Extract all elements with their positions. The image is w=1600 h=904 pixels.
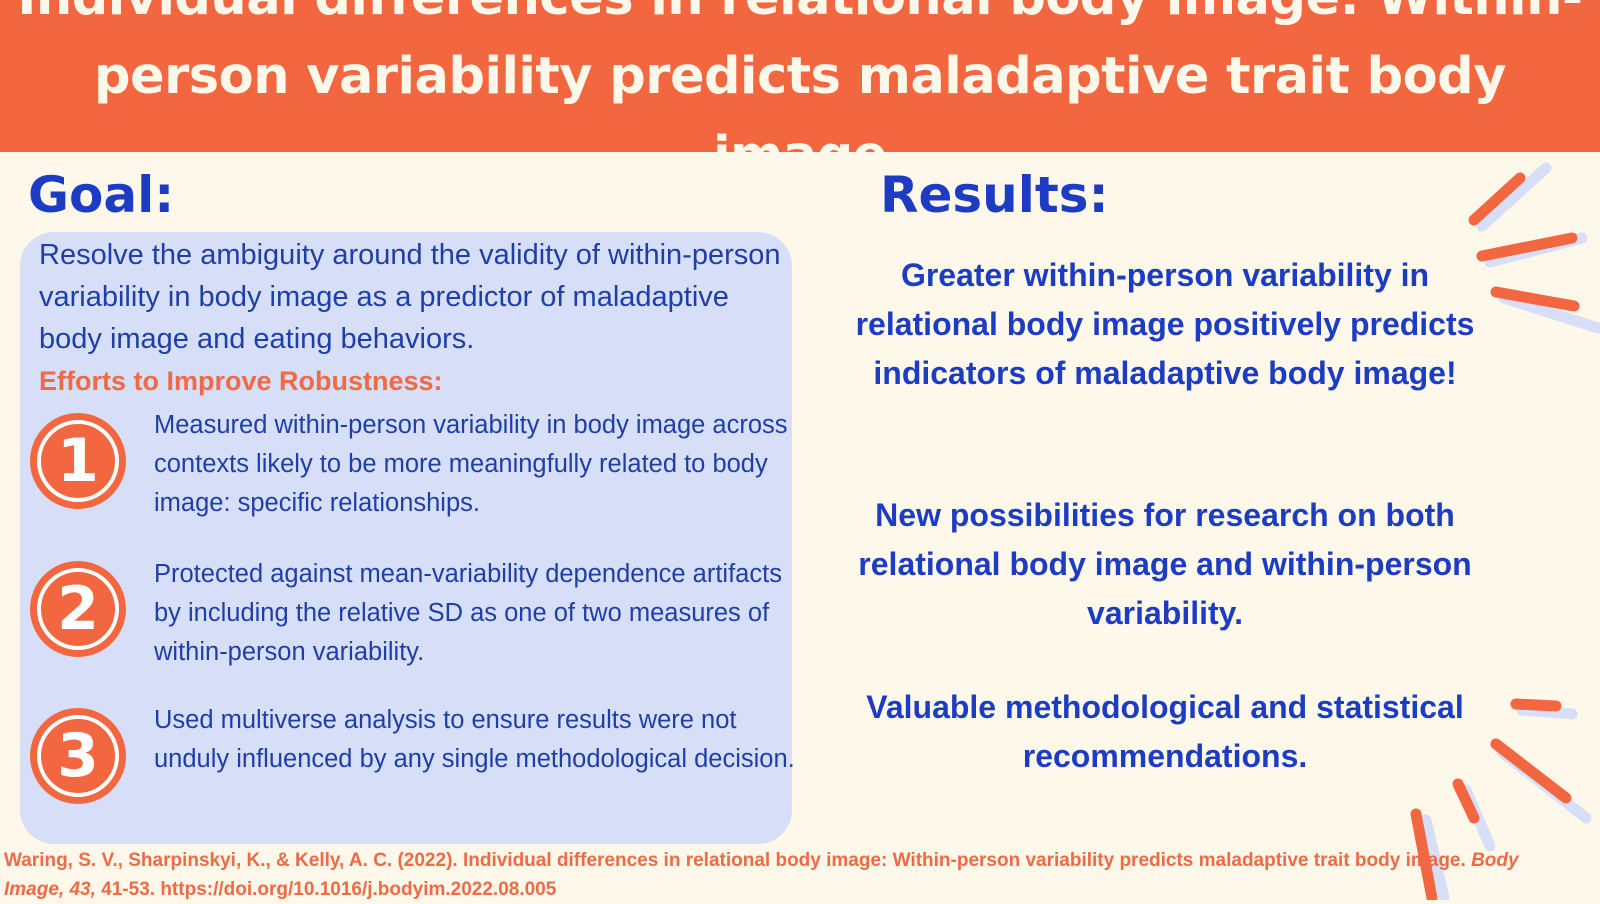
goal-panel: [20, 232, 792, 844]
effort-number-3: 3: [37, 715, 119, 797]
title-line-2: person variability predicts maladaptive …: [94, 46, 1506, 185]
effort-1-text: Measured within-person variability in bo…: [154, 411, 788, 517]
title-line-1: Individual differences in relational bod…: [17, 0, 1583, 27]
effort-2-text: Protected against mean-variability depen…: [154, 560, 782, 666]
effort-3-text: Used multiverse analysis to ensure resul…: [154, 706, 795, 773]
title-banner: Individual differences in relational bod…: [0, 0, 1600, 185]
number-3-badge-icon: 3: [30, 708, 126, 804]
result-3: Valuable methodological and statistical …: [866, 689, 1464, 774]
result-2: New possibilities for research on both r…: [858, 497, 1472, 631]
citation: Waring, S. V., Sharpinskyi, K., & Kelly,…: [4, 846, 1564, 904]
goal-heading: Goal:: [28, 166, 175, 224]
number-2-badge-icon: 2: [30, 561, 126, 657]
result-1: Greater within-person variability in rel…: [855, 257, 1475, 391]
citation-doi[interactable]: 41-53. https://doi.org/10.1016/j.bodyim.…: [95, 879, 557, 900]
number-1-badge-icon: 1: [30, 413, 126, 509]
results-heading: Results:: [880, 166, 1109, 224]
citation-authors: Waring, S. V., Sharpinskyi, K., & Kelly,…: [4, 850, 1472, 871]
citation-journal: Body Image, 43,: [4, 850, 1519, 900]
efforts-heading: Efforts to Improve Robustness:: [39, 366, 443, 396]
page-title: Individual differences in relational bod…: [0, 0, 1600, 195]
effort-number-2: 2: [37, 568, 119, 650]
goal-text: Resolve the ambiguity around the validit…: [39, 239, 781, 355]
effort-number-1: 1: [37, 420, 119, 502]
